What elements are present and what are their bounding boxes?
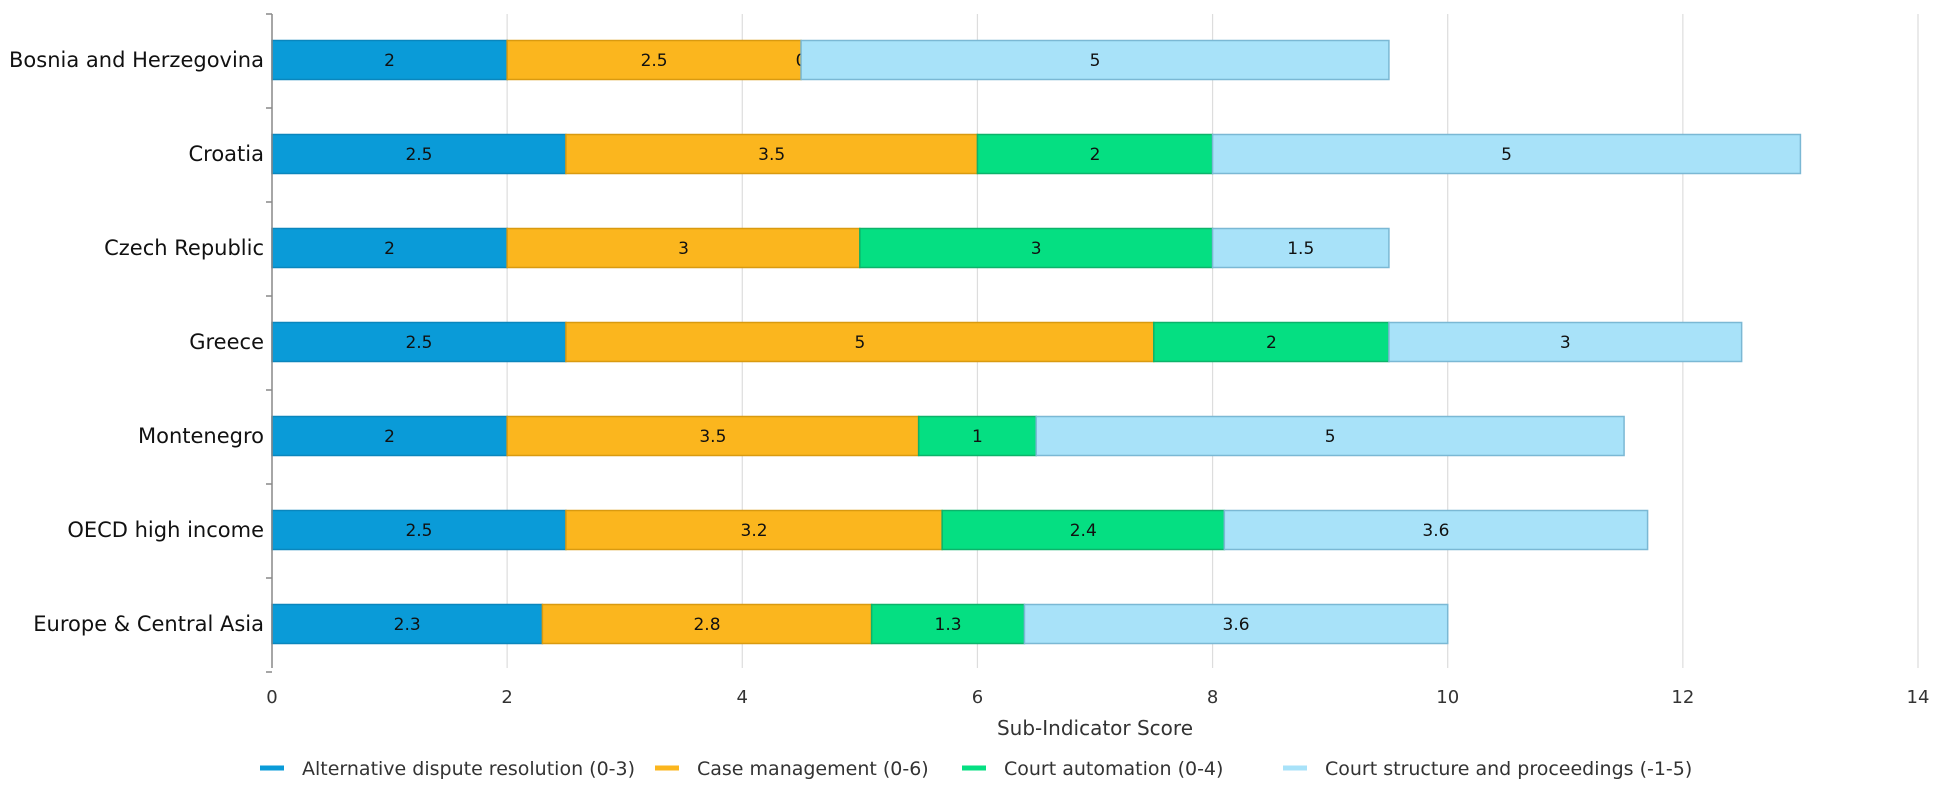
bar-segment <box>565 133 979 175</box>
bar-segment <box>565 509 943 551</box>
category-label: OECD high income <box>67 518 264 542</box>
category-label: Europe & Central Asia <box>33 612 264 636</box>
legend-label: Court automation (0-4) <box>1004 758 1223 780</box>
bar-value-label: 2.4 <box>1070 521 1097 541</box>
bar-value-label: 2 <box>384 239 395 259</box>
bar-value-label: 5 <box>1090 51 1101 71</box>
bar-segment <box>1035 415 1625 457</box>
bar-segment <box>1153 321 1390 363</box>
legend-label: Alternative dispute resolution (0-3) <box>302 758 635 780</box>
x-axis-title: Sub-Indicator Score <box>997 716 1193 740</box>
bar-value-label: 2.3 <box>394 615 421 635</box>
bar-value-label: 2 <box>384 51 395 71</box>
bar-value-label: 5 <box>1325 427 1336 447</box>
category-label: Croatia <box>189 142 265 166</box>
bar-segment <box>565 321 1155 363</box>
bar-segment <box>1211 133 1802 175</box>
bar-value-label: 3.6 <box>1223 615 1250 635</box>
category-label: Greece <box>189 330 264 354</box>
x-tick-label: 12 <box>1671 687 1694 708</box>
bar-segment <box>271 509 567 551</box>
x-tick-label: 10 <box>1436 687 1459 708</box>
bar-value-label: 2 <box>384 427 395 447</box>
category-label: Bosnia and Herzegovina <box>9 48 264 72</box>
bar-value-label: 2.5 <box>405 145 432 165</box>
bar-value-label: 5 <box>854 333 865 353</box>
x-tick-label: 2 <box>501 687 512 708</box>
bar-value-label: 3.5 <box>758 145 785 165</box>
bar-value-label: 2 <box>1090 145 1101 165</box>
bar-value-label: 3.6 <box>1422 521 1449 541</box>
bar-segment <box>917 415 1037 457</box>
bar-segment <box>1023 603 1449 645</box>
bar-value-label: 2.5 <box>405 333 432 353</box>
bar-value-label: 5 <box>1501 145 1512 165</box>
bar-segment <box>859 227 1214 269</box>
legend-label: Court structure and proceedings (-1-5) <box>1325 758 1692 780</box>
bar-segment <box>506 227 861 269</box>
bar-segment <box>1211 227 1390 269</box>
x-tick-label: 14 <box>1907 687 1930 708</box>
bar-segment <box>506 39 802 81</box>
bar-value-label: 2.5 <box>641 51 668 71</box>
bars: 22.5052.53.5252331.52.552323.5152.53.22.… <box>271 39 1802 645</box>
bar-value-label: 2.5 <box>405 521 432 541</box>
bar-segment <box>1388 321 1743 363</box>
legend-label: Case management (0-6) <box>697 758 929 780</box>
bar-segment <box>941 509 1226 551</box>
bar-value-label: 1.5 <box>1287 239 1314 259</box>
bar-value-label: 3.2 <box>741 521 768 541</box>
x-tick-label: 0 <box>266 687 277 708</box>
bar-value-label: 3.5 <box>699 427 726 447</box>
bar-segment <box>271 415 508 457</box>
x-tick-label: 8 <box>1207 687 1218 708</box>
bar-segment <box>506 415 920 457</box>
bar-segment <box>271 603 544 645</box>
bar-segment <box>271 133 567 175</box>
x-tick-label: 6 <box>972 687 983 708</box>
bar-value-label: 2.8 <box>693 615 720 635</box>
category-label: Czech Republic <box>104 236 264 260</box>
bar-value-label: 1 <box>972 427 983 447</box>
bar-value-label: 3 <box>1560 333 1571 353</box>
bar-value-label: 1.3 <box>935 615 962 635</box>
bar-value-label: 3 <box>678 239 689 259</box>
bar-segment <box>800 39 1390 81</box>
x-tick-label: 4 <box>737 687 748 708</box>
category-label: Montenegro <box>138 424 264 448</box>
bar-segment <box>541 603 873 645</box>
bar-segment <box>1223 509 1649 551</box>
bar-value-label: 2 <box>1266 333 1277 353</box>
bar-value-label: 3 <box>1031 239 1042 259</box>
legend: Alternative dispute resolution (0-3) Case… <box>260 758 1692 780</box>
